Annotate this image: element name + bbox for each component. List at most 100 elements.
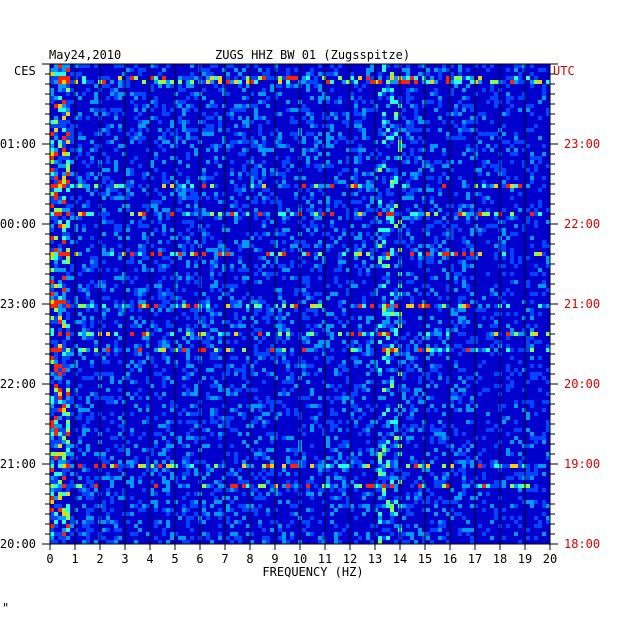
spectrogram-cell [134, 288, 138, 292]
spectrogram-cell [226, 372, 230, 376]
spectrogram-cell [90, 244, 94, 248]
spectrogram-cell [518, 516, 522, 520]
spectrogram-cell [230, 264, 234, 268]
spectrogram-cell [274, 376, 278, 380]
spectrogram-cell [70, 88, 74, 92]
spectrogram-cell [374, 328, 378, 332]
spectrogram-cell [250, 156, 254, 160]
spectrogram-cell [286, 480, 290, 484]
spectrogram-cell [458, 344, 462, 348]
spectrogram-cell [430, 492, 434, 496]
spectrogram-cell [506, 368, 510, 372]
spectrogram-cell [174, 500, 178, 504]
spectrogram-cell [446, 112, 450, 116]
spectrogram-cell [410, 272, 414, 276]
spectrogram-cell [506, 312, 510, 316]
spectrogram-cell [470, 264, 474, 268]
spectrogram-cell [322, 512, 326, 516]
spectrogram-cell [542, 240, 546, 244]
spectrogram-cell [346, 368, 350, 372]
spectrogram-cell [74, 176, 78, 180]
spectrogram-cell [446, 500, 450, 504]
spectrogram-cell [322, 76, 326, 80]
spectrogram-cell [114, 340, 118, 344]
spectrogram-cell [362, 304, 366, 308]
spectrogram-cell [382, 444, 386, 448]
spectrogram-cell [122, 428, 126, 432]
spectrogram-cell [510, 252, 514, 256]
spectrogram-cell [486, 272, 490, 276]
spectrogram-cell [470, 376, 474, 380]
spectrogram-cell [122, 376, 126, 380]
spectrogram-cell [402, 516, 406, 520]
spectrogram-cell [102, 288, 106, 292]
spectrogram-cell [166, 324, 170, 328]
spectrogram-cell [170, 260, 174, 264]
spectrogram-cell [258, 192, 262, 196]
spectrogram-cell [214, 252, 218, 256]
spectrogram-cell [162, 300, 166, 304]
spectrogram-cell [418, 388, 422, 392]
spectrogram-cell [82, 204, 86, 208]
spectrogram-cell [202, 460, 206, 464]
spectrogram-cell [294, 76, 298, 80]
spectrogram-cell [446, 472, 450, 476]
spectrogram-cell [150, 492, 154, 496]
spectrogram-cell [250, 316, 254, 320]
spectrogram-cell [50, 76, 54, 80]
spectrogram-cell [378, 332, 382, 336]
spectrogram-cell [142, 432, 146, 436]
spectrogram-cell [194, 424, 198, 428]
spectrogram-cell [370, 336, 374, 340]
spectrogram-cell [434, 476, 438, 480]
spectrogram-cell [538, 116, 542, 120]
spectrogram-cell [342, 484, 346, 488]
spectrogram-cell [446, 176, 450, 180]
spectrogram-cell [466, 348, 470, 352]
spectrogram-cell [286, 208, 290, 212]
spectrogram-cell [262, 300, 266, 304]
spectrogram-cell [254, 304, 258, 308]
spectrogram-cell [170, 308, 174, 312]
spectrogram-cell [318, 396, 322, 400]
spectrogram-cell [162, 108, 166, 112]
spectrogram-cell [86, 492, 90, 496]
spectrogram-cell [238, 132, 242, 136]
spectrogram-cell [382, 92, 386, 96]
spectrogram-cell [378, 368, 382, 372]
spectrogram-cell [146, 504, 150, 508]
spectrogram-cell [122, 496, 126, 500]
spectrogram-cell [354, 256, 358, 260]
spectrogram-cell [522, 328, 526, 332]
spectrogram-cell [66, 516, 70, 520]
spectrogram-cell [226, 332, 230, 336]
spectrogram-cell [234, 204, 238, 208]
spectrogram-cell [458, 136, 462, 140]
spectrogram-cell [62, 432, 66, 436]
spectrogram-cell [470, 480, 474, 484]
spectrogram-cell [230, 348, 234, 352]
spectrogram-cell [194, 128, 198, 132]
spectrogram-cell [214, 84, 218, 88]
spectrogram-cell [362, 148, 366, 152]
spectrogram-cell [422, 348, 426, 352]
spectrogram-cell [54, 176, 58, 180]
spectrogram-cell [494, 104, 498, 108]
spectrogram-cell [130, 168, 134, 172]
spectrogram-cell [458, 296, 462, 300]
spectrogram-cell [394, 176, 398, 180]
spectrogram-cell [194, 420, 198, 424]
spectrogram-cell [258, 300, 262, 304]
spectrogram-cell [414, 188, 418, 192]
spectrogram-cell [358, 408, 362, 412]
spectrogram-cell [462, 108, 466, 112]
spectrogram-cell [226, 80, 230, 84]
spectrogram-cell [58, 364, 62, 368]
spectrogram-cell [222, 476, 226, 480]
spectrogram-cell [486, 304, 490, 308]
spectrogram-cell [226, 148, 230, 152]
spectrogram-cell [330, 336, 334, 340]
spectrogram-cell [210, 368, 214, 372]
spectrogram-cell [386, 424, 390, 428]
spectrogram-cell [142, 172, 146, 176]
